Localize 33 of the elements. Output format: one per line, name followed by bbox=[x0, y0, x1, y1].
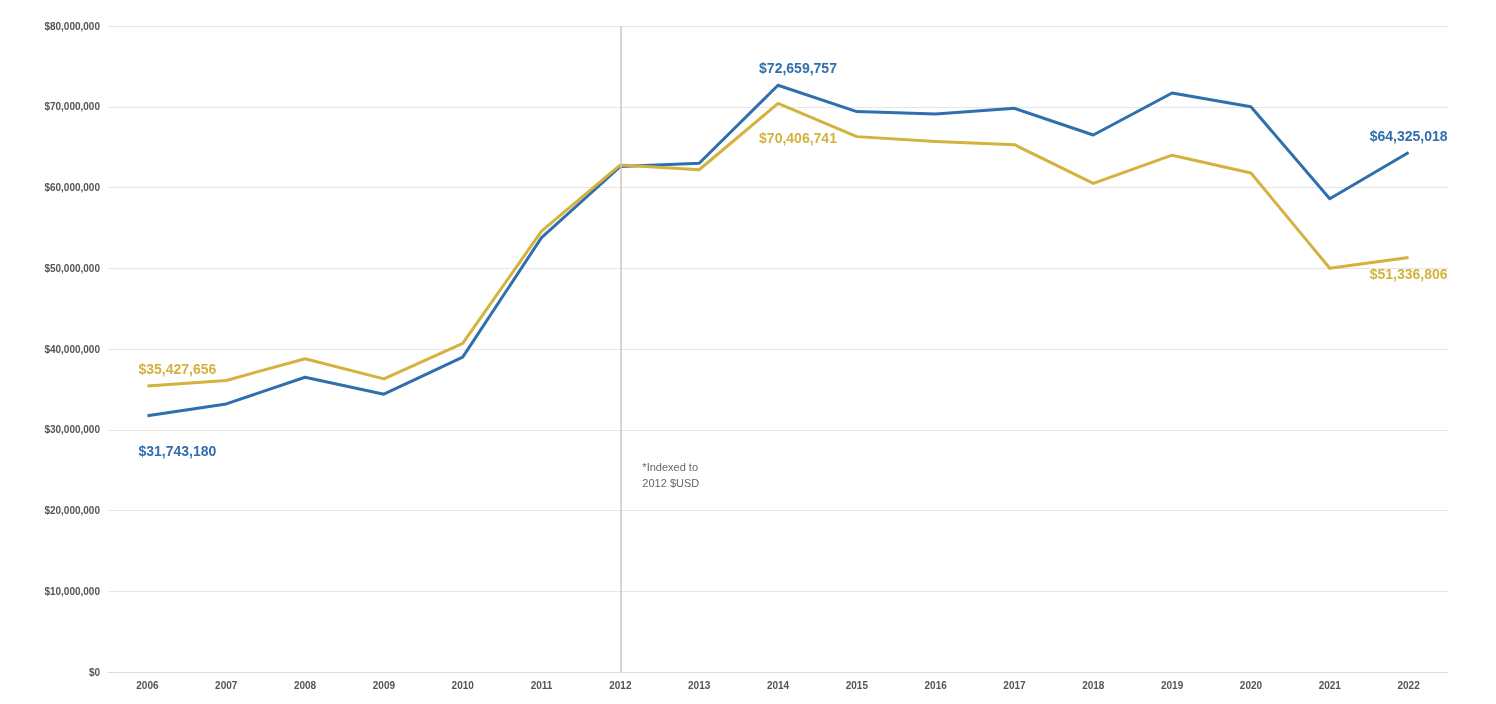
y-tick-label: $80,000,000 bbox=[44, 20, 101, 32]
data-label: $64,325,018 bbox=[1369, 127, 1448, 144]
y-tick-label: $70,000,000 bbox=[44, 101, 101, 113]
y-tick-label: $30,000,000 bbox=[44, 424, 101, 436]
x-tick-label: 2017 bbox=[1003, 679, 1027, 691]
x-tick-label: 2008 bbox=[293, 679, 317, 691]
y-tick-label: $50,000,000 bbox=[44, 262, 101, 274]
x-tick-label: 2016 bbox=[924, 679, 948, 691]
data-label: $72,659,757 bbox=[759, 60, 838, 77]
x-tick-label: 2014 bbox=[766, 679, 790, 691]
x-tick-label: 2019 bbox=[1160, 679, 1184, 691]
x-tick-label: 2006 bbox=[136, 679, 159, 691]
y-tick-label: $60,000,000 bbox=[44, 182, 101, 193]
x-tick-label: 2007 bbox=[215, 679, 238, 691]
y-tick-label: $0 bbox=[88, 666, 101, 678]
x-tick-label: 2013 bbox=[688, 679, 711, 691]
x-tick-label: 2022 bbox=[1397, 679, 1421, 691]
x-tick-label: 2010 bbox=[451, 679, 475, 691]
data-label: $35,427,656 bbox=[138, 360, 217, 377]
x-tick-label: 2011 bbox=[530, 679, 553, 691]
x-tick-label: 2021 bbox=[1318, 679, 1342, 691]
data-label: $51,336,806 bbox=[1369, 266, 1448, 283]
y-tick-label: $40,000,000 bbox=[44, 343, 101, 355]
data-label: $31,743,180 bbox=[138, 442, 217, 459]
x-tick-label: 2020 bbox=[1239, 679, 1263, 691]
x-tick-label: 2015 bbox=[845, 679, 869, 691]
x-tick-label: 2018 bbox=[1082, 679, 1105, 691]
x-tick-label: 2012 bbox=[609, 679, 632, 691]
x-tick-label: 2009 bbox=[372, 679, 396, 691]
data-label: $70,406,741 bbox=[759, 130, 838, 147]
annotation: *Indexed to 2012 $USD bbox=[642, 460, 700, 489]
y-tick-label: $10,000,000 bbox=[44, 585, 101, 597]
y-tick-label: $20,000,000 bbox=[44, 505, 101, 516]
